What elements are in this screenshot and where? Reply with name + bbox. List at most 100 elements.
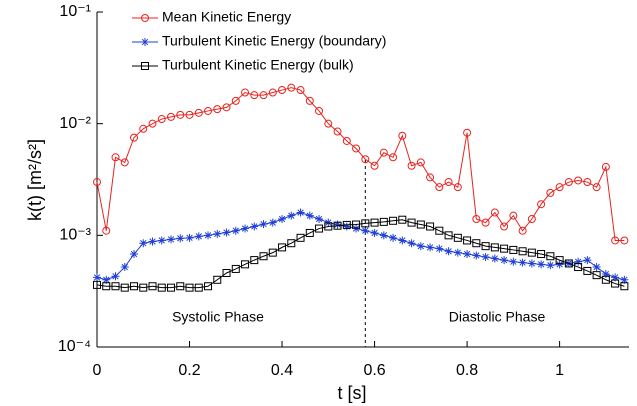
- data-point: [315, 215, 324, 224]
- data-point: [463, 250, 472, 259]
- data-point: [111, 153, 120, 162]
- data-point: [361, 219, 370, 228]
- data-point: [620, 282, 629, 291]
- data-point: [583, 266, 592, 275]
- data-point: [472, 239, 481, 248]
- data-point: [130, 133, 139, 142]
- data-point: [518, 258, 527, 267]
- data-point: [167, 235, 176, 244]
- data-point: [241, 224, 250, 233]
- data-point: [157, 283, 166, 292]
- x-tick-label: 0: [93, 362, 102, 379]
- data-point: [250, 91, 259, 100]
- data-point: [564, 178, 573, 187]
- data-point: [315, 106, 324, 115]
- data-point: [472, 215, 481, 224]
- data-point: [389, 216, 398, 225]
- data-point: [204, 282, 213, 291]
- data-point: [148, 237, 157, 246]
- data-point: [481, 218, 490, 227]
- data-point: [453, 248, 462, 257]
- data-point: [555, 256, 564, 265]
- series-line: [96, 212, 625, 281]
- data-point: [453, 183, 462, 192]
- data-point: [241, 260, 250, 269]
- data-point: [111, 272, 120, 281]
- data-point: [287, 211, 296, 220]
- data-point: [176, 234, 185, 243]
- data-point: [370, 228, 379, 237]
- data-point: [379, 231, 388, 240]
- data-point: [389, 233, 398, 242]
- data-point: [93, 273, 101, 282]
- data-point: [611, 279, 620, 288]
- data-point: [481, 252, 490, 261]
- data-point: [527, 215, 536, 224]
- data-point: [490, 208, 499, 217]
- y-tick-label: 10⁻⁴: [58, 338, 91, 355]
- y-tick-label: 10⁻²: [59, 115, 91, 132]
- data-point: [342, 220, 351, 229]
- data-point: [601, 270, 610, 279]
- data-point: [592, 263, 601, 272]
- data-point: [620, 275, 629, 284]
- data-point: [231, 96, 240, 105]
- data-point: [416, 242, 425, 251]
- data-point: [204, 106, 213, 115]
- data-point: [620, 236, 629, 245]
- data-point: [102, 226, 111, 235]
- data-point: [333, 220, 342, 229]
- data-point: [361, 226, 370, 235]
- data-point: [583, 256, 592, 265]
- data-point: [453, 233, 462, 242]
- data-point: [389, 153, 398, 162]
- data-point: [268, 88, 277, 97]
- data-point: [342, 136, 351, 145]
- data-point: [398, 215, 407, 224]
- annotation: Systolic Phase: [172, 309, 264, 325]
- data-point: [324, 222, 333, 231]
- data-point: [268, 218, 277, 227]
- data-point: [222, 103, 231, 112]
- data-point: [157, 115, 166, 124]
- data-point: [241, 88, 250, 97]
- data-point: [472, 251, 481, 260]
- data-point: [546, 252, 555, 261]
- x-tick-label: 0.4: [271, 362, 293, 379]
- data-point: [537, 260, 546, 269]
- legend-marker: [141, 14, 149, 22]
- data-point: [352, 224, 361, 233]
- data-point: [500, 244, 509, 253]
- data-point: [185, 233, 194, 242]
- legend-label: Mean Kinetic Energy: [162, 9, 291, 25]
- data-point: [592, 271, 601, 280]
- data-point: [287, 239, 296, 248]
- data-point: [213, 105, 222, 114]
- legend-label: Turbulent Kinetic Energy (bulk): [162, 57, 354, 73]
- legend-marker: [141, 38, 149, 46]
- data-point: [481, 242, 490, 251]
- data-point: [250, 222, 259, 231]
- data-point: [435, 183, 444, 192]
- data-point: [490, 243, 499, 252]
- data-point: [546, 261, 555, 270]
- data-point: [130, 250, 139, 259]
- data-point: [259, 220, 268, 229]
- data-point: [601, 275, 610, 284]
- data-point: [176, 110, 185, 119]
- x-tick-label: 0.2: [178, 362, 200, 379]
- data-point: [204, 231, 213, 240]
- data-point: [352, 220, 361, 229]
- x-tick-label: 1: [555, 362, 564, 379]
- data-point: [157, 236, 166, 245]
- data-point: [601, 162, 610, 171]
- data-point: [435, 226, 444, 235]
- data-point: [250, 256, 259, 265]
- data-point: [574, 176, 583, 185]
- data-point: [490, 254, 499, 263]
- data-point: [555, 183, 564, 192]
- data-point: [111, 282, 120, 291]
- y-axis-label: k(t) [m²/s²]: [25, 139, 45, 221]
- data-point: [518, 247, 527, 256]
- data-point: [583, 178, 592, 187]
